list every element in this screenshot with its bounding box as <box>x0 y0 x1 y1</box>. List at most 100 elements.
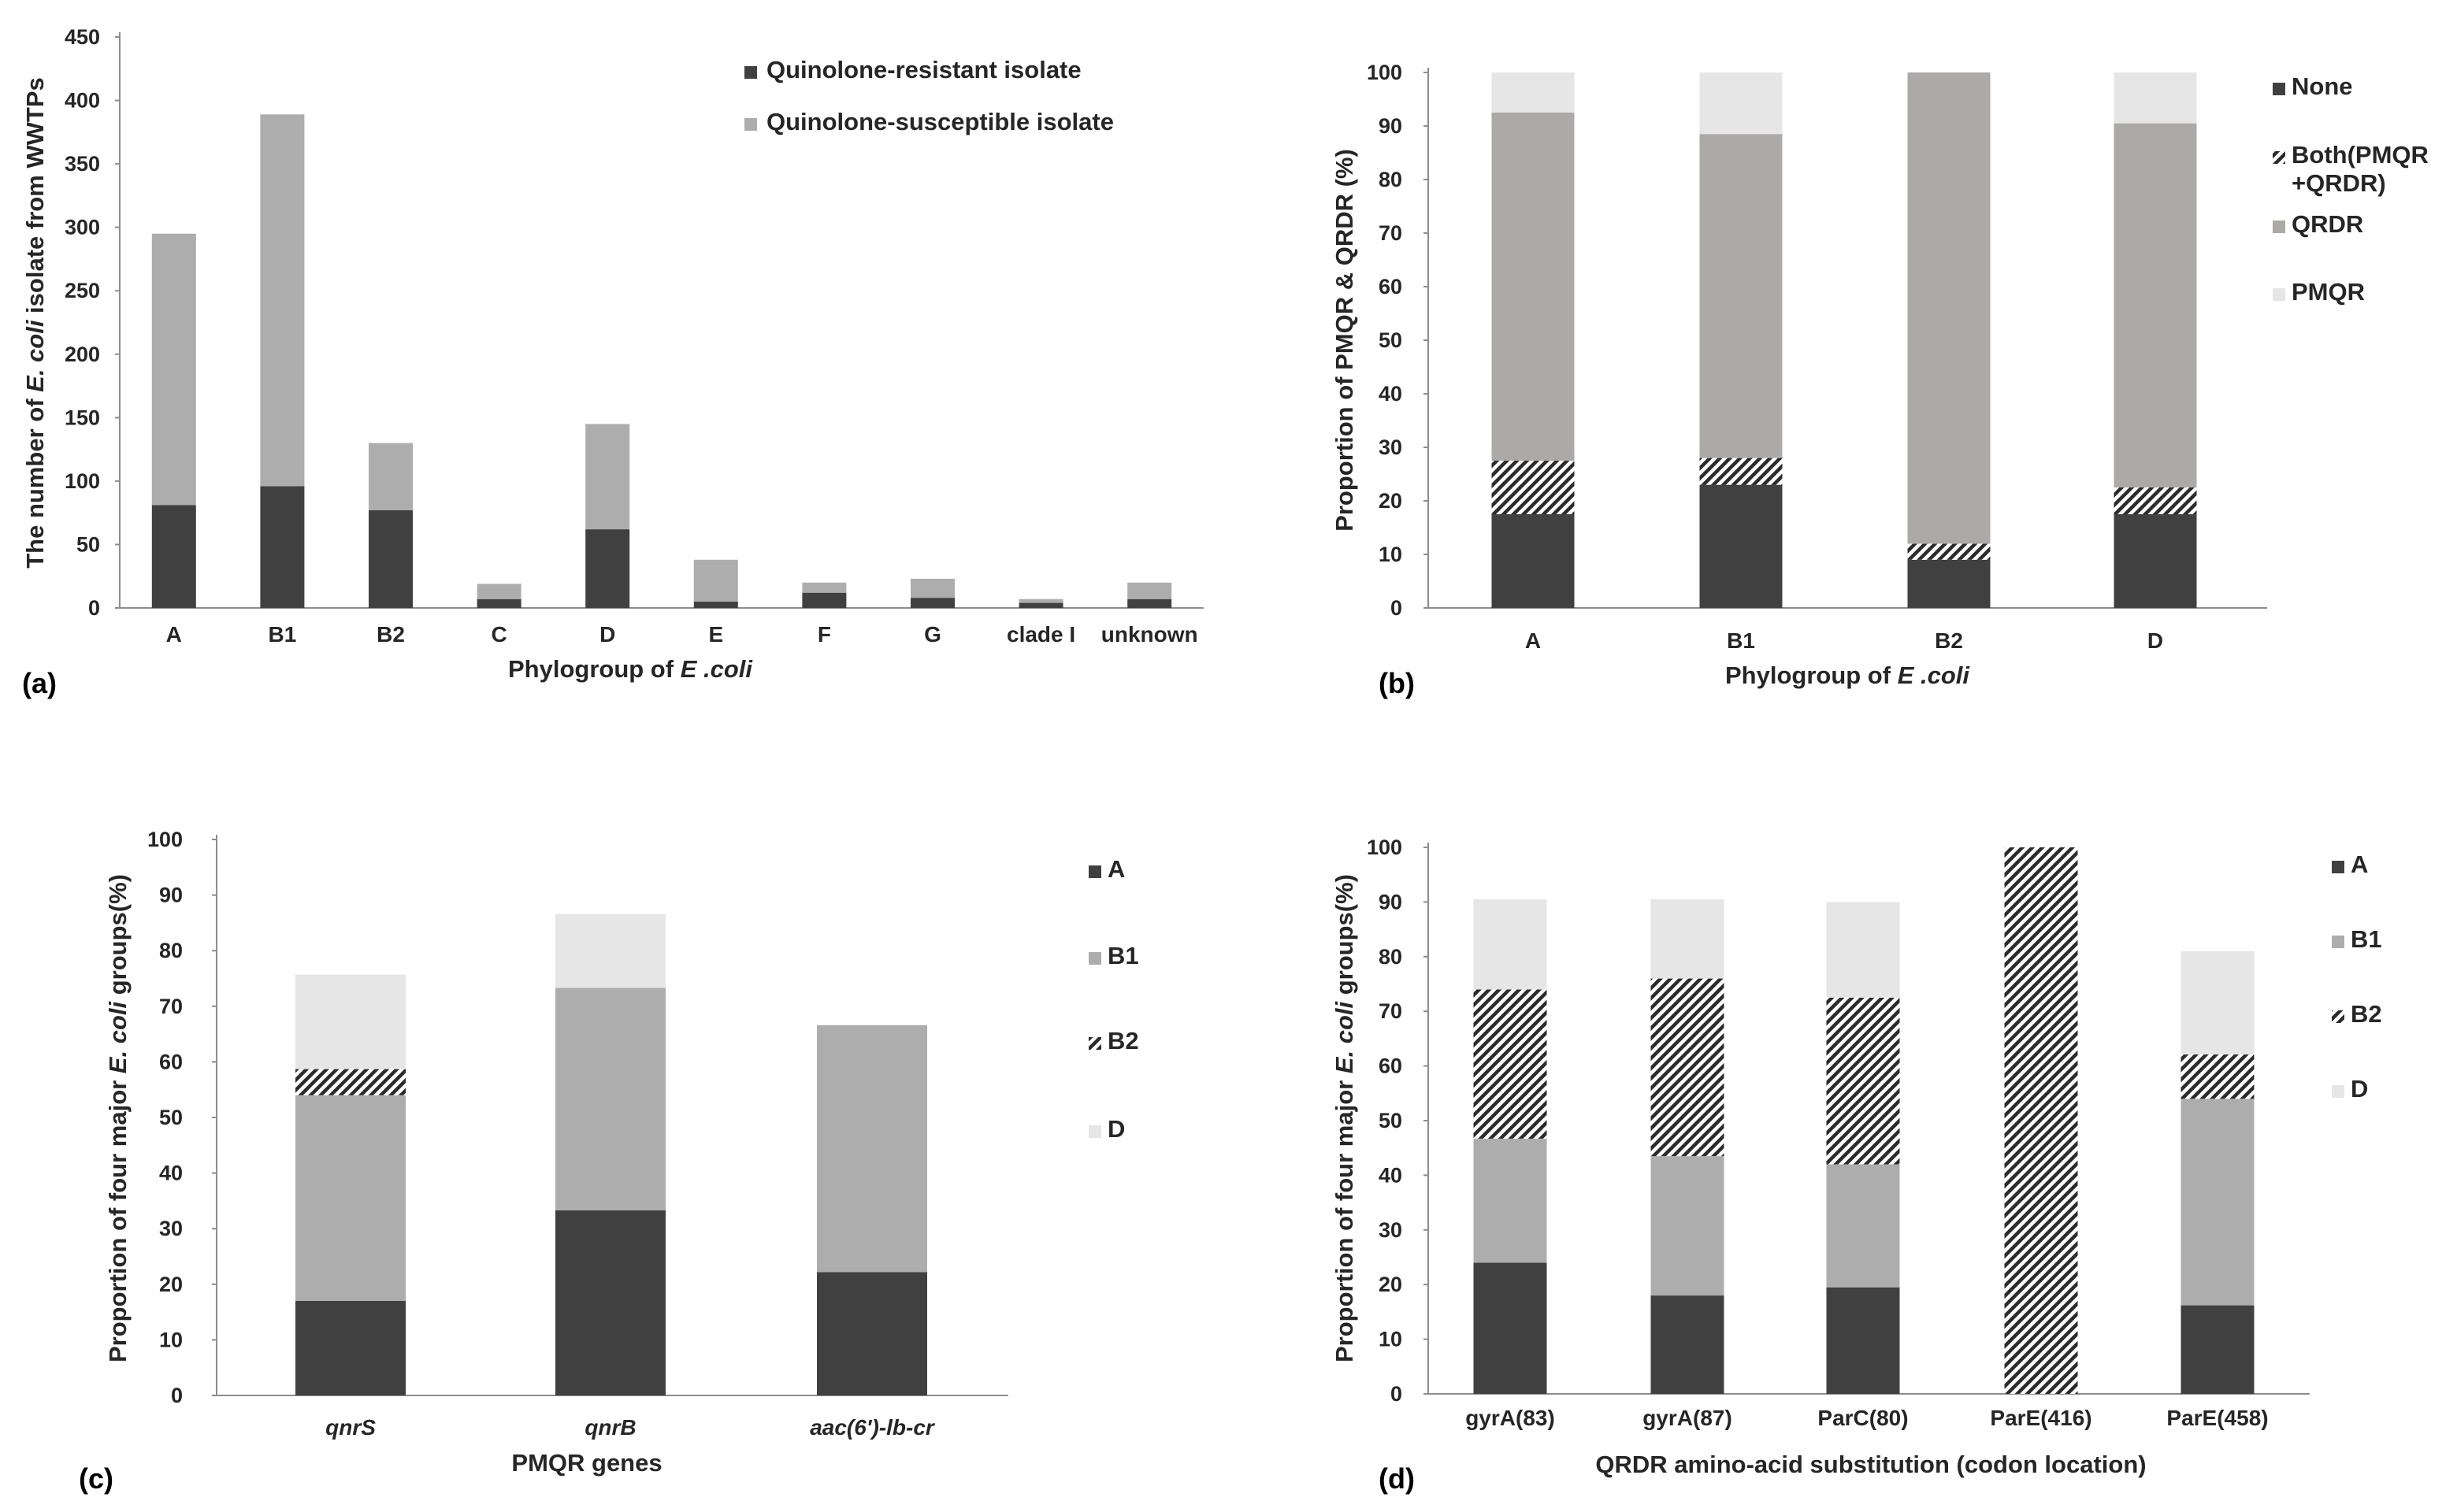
y-tick-label: 10 <box>1379 543 1402 566</box>
x-tick-label: D <box>2147 628 2163 653</box>
y-tick-label: 100 <box>1367 836 1402 859</box>
x-tick-label: ParC(80) <box>1817 1406 1908 1430</box>
y-axis-title: The number of E. coli isolate from WWTPs <box>21 77 49 569</box>
y-tick-label: 400 <box>65 89 100 113</box>
panel-label: (c) <box>79 1462 113 1495</box>
x-tick-label: qnrS <box>325 1415 376 1440</box>
bar-quinolone-susceptible-isolate-clade-i <box>1019 598 1063 603</box>
bar-quinolone-resistant-isolate-b1 <box>260 486 305 608</box>
legend-label-b2: B2 <box>2351 1000 2382 1028</box>
bar-d-qnrb <box>555 914 666 988</box>
legend-swatch-quinolone-resistant-isolate <box>744 66 757 79</box>
bar-quinolone-resistant-isolate-b2 <box>369 510 413 608</box>
bar-b1-qnrs <box>295 1095 406 1301</box>
y-tick-label: 20 <box>1379 489 1402 513</box>
y-axis-title-part: isolate from WWTPs <box>21 77 49 320</box>
legend-swatch-b2 <box>1089 1037 1101 1050</box>
bar-b1-gyra-83 <box>1473 1138 1547 1263</box>
bar-a-qnrb <box>555 1210 666 1395</box>
legend-label-pmqr: PMQR <box>2292 278 2365 306</box>
y-axis-title-part: groups(%) <box>104 874 132 1002</box>
y-tick-label: 90 <box>1379 114 1402 138</box>
y-tick-label: 300 <box>65 216 100 239</box>
y-tick-label: 100 <box>65 469 100 493</box>
bar-d-gyra-87 <box>1650 899 1724 979</box>
bar-b1-gyra-87 <box>1650 1156 1724 1296</box>
y-tick-label: 40 <box>159 1162 183 1185</box>
legend-label-b1: B1 <box>1108 942 1139 969</box>
legend: A B1 B2 D <box>1089 855 1139 1143</box>
bar-quinolone-susceptible-isolate-f <box>802 582 847 593</box>
y-tick-label: 150 <box>65 406 100 429</box>
legend-label-both-pmqr-qrdr: +QRDR) <box>2292 169 2386 197</box>
x-tick-label: ParE(416) <box>1990 1406 2091 1430</box>
x-axis-title-part: QRDR amino-acid substitution (codon loca… <box>1595 1451 2146 1478</box>
x-axis-title-part: E .coli <box>1898 662 1971 689</box>
y-axis-title-part: E. coli <box>104 1000 132 1073</box>
x-axis-title-part: E .coli <box>681 655 754 683</box>
bar-a-gyra-87 <box>1650 1295 1724 1394</box>
y-axis-title-part: groups(%) <box>1331 874 1358 1002</box>
y-tick-label: 40 <box>1379 1163 1402 1187</box>
x-tick-label: gyrA(83) <box>1465 1406 1555 1430</box>
y-axis-title-part: E. coli <box>21 319 49 392</box>
x-tick-label: C <box>491 622 507 647</box>
y-tick-label: 90 <box>1379 890 1402 914</box>
legend-swatch-pmqr <box>2273 288 2285 301</box>
bar-a-pare-458 <box>2180 1305 2255 1394</box>
bar-b2-gyra-83 <box>1473 989 1547 1139</box>
x-tick-label: G <box>924 622 941 647</box>
bar-quinolone-susceptible-isolate-g <box>911 578 955 598</box>
legend-swatch-quinolone-susceptible-isolate <box>744 118 757 131</box>
y-tick-label: 100 <box>147 828 183 851</box>
y-tick-label: 200 <box>65 343 100 366</box>
x-tick-label: D <box>599 622 615 647</box>
bar-b2-pare-458 <box>2180 1054 2255 1099</box>
x-axis-title: QRDR amino-acid substitution (codon loca… <box>1595 1451 2146 1478</box>
bar-quinolone-susceptible-isolate-a <box>151 233 196 506</box>
bar-both-pmqr-qrdr-a <box>1491 461 1575 514</box>
bar-qrdr-b1 <box>1699 134 1783 458</box>
bar-b1-parc-80 <box>1826 1164 1900 1288</box>
y-tick-label: 60 <box>1379 275 1402 298</box>
bar-none-b1 <box>1699 484 1783 608</box>
x-axis-title-part: PMQR genes <box>511 1449 662 1477</box>
y-tick-label: 10 <box>1379 1328 1402 1351</box>
x-tick-label: qnrB <box>585 1415 636 1440</box>
legend-swatch-a <box>2332 861 2344 873</box>
x-tick-label: aac(6')-lb-cr <box>810 1415 936 1440</box>
bar-d-pare-458 <box>2180 951 2255 1055</box>
bar-a-gyra-83 <box>1473 1262 1547 1394</box>
y-tick-label: 70 <box>1379 999 1402 1023</box>
legend-label-none: None <box>2292 72 2353 100</box>
legend-swatch-b1 <box>1089 952 1101 965</box>
bar-both-pmqr-qrdr-b1 <box>1699 458 1783 485</box>
panel-label: (a) <box>22 667 57 699</box>
x-tick-label: B2 <box>377 622 405 647</box>
legend-label-quinolone-susceptible-isolate: Quinolone-susceptible isolate <box>766 108 1114 135</box>
y-tick-label: 80 <box>1379 168 1402 191</box>
panel-label: (d) <box>1379 1462 1415 1495</box>
bar-b2-qnrs <box>295 1069 406 1095</box>
legend: Quinolone-resistant isolate Quinolone-sus… <box>744 56 1114 135</box>
bar-qrdr-a <box>1491 113 1575 461</box>
x-tick-label: F <box>818 622 831 647</box>
bar-quinolone-resistant-isolate-c <box>477 598 521 608</box>
y-tick-label: 40 <box>1379 382 1402 406</box>
bar-both-pmqr-qrdr-d <box>2114 487 2197 514</box>
bar-pmqr-b1 <box>1699 72 1783 135</box>
legend-label-d: D <box>2351 1075 2368 1102</box>
bar-quinolone-susceptible-isolate-b1 <box>260 114 305 487</box>
bar-b1-qnrb <box>555 988 666 1210</box>
legend-label-a: A <box>2351 850 2368 878</box>
bar-b2-pare-416 <box>2004 847 2078 1394</box>
bar-none-d <box>2114 514 2197 608</box>
bar-quinolone-susceptible-isolate-e <box>693 559 738 602</box>
legend-swatch-d <box>2332 1085 2344 1098</box>
legend-label-b1: B1 <box>2351 925 2382 953</box>
y-tick-label: 30 <box>1379 1218 1402 1242</box>
panel-c-chart: 0 10 20 30 40 50 60 70 80 90 100 qnrS qnrB aac(6')-lb… <box>79 828 1139 1495</box>
y-tick-label: 90 <box>159 884 183 907</box>
y-tick-label: 0 <box>1390 596 1402 620</box>
